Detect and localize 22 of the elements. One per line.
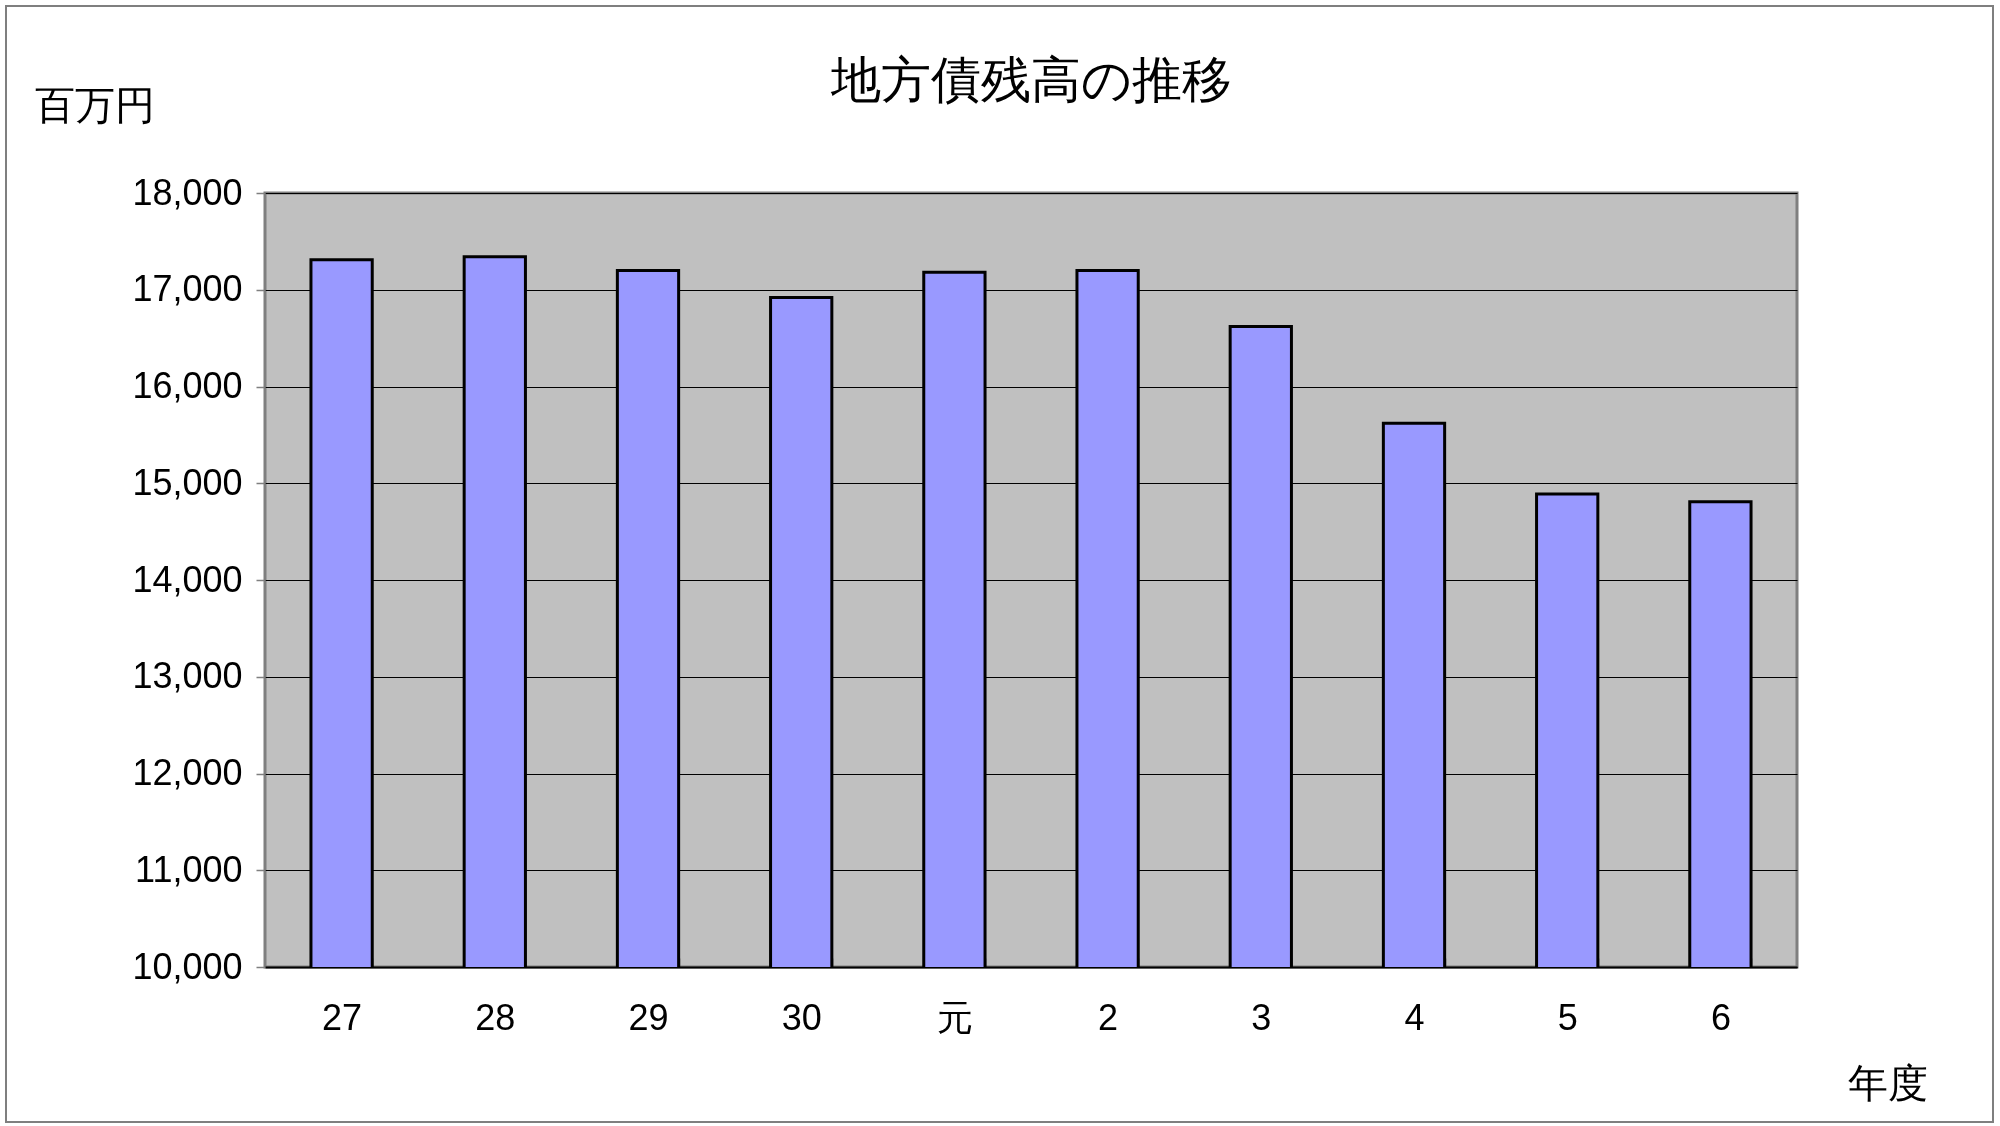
y-tick-label: 18,000 <box>132 171 243 213</box>
x-tick-label: 6 <box>1710 996 1731 1038</box>
y-tick-label: 16,000 <box>132 365 243 406</box>
y-tick-label: 15,000 <box>132 461 243 503</box>
x-tick-label: 28 <box>475 996 516 1038</box>
x-tick-label: 2 <box>1098 996 1119 1038</box>
y-tick-label: 12,000 <box>132 752 243 793</box>
y-tick-label: 11,000 <box>135 848 243 890</box>
x-tick-label: 30 <box>781 996 822 1038</box>
x-tick-label: 3 <box>1251 996 1272 1038</box>
x-tick-label: 27 <box>322 996 363 1038</box>
x-tick-label: 29 <box>628 996 669 1038</box>
x-tick-label: 元 <box>936 996 973 1038</box>
x-axis-title: 年度 <box>1847 1060 1928 1105</box>
y-tick-label: 14,000 <box>132 558 243 600</box>
y-tick-label: 17,000 <box>132 268 243 310</box>
y-axis-title: 百万円 <box>34 82 155 127</box>
y-tick-label: 13,000 <box>132 655 243 697</box>
x-tick-label: 5 <box>1557 996 1578 1038</box>
x-tick-label: 4 <box>1404 996 1425 1038</box>
y-tick-label: 10,000 <box>132 945 243 987</box>
chart-title: 地方債残高の推移 <box>829 52 1232 108</box>
